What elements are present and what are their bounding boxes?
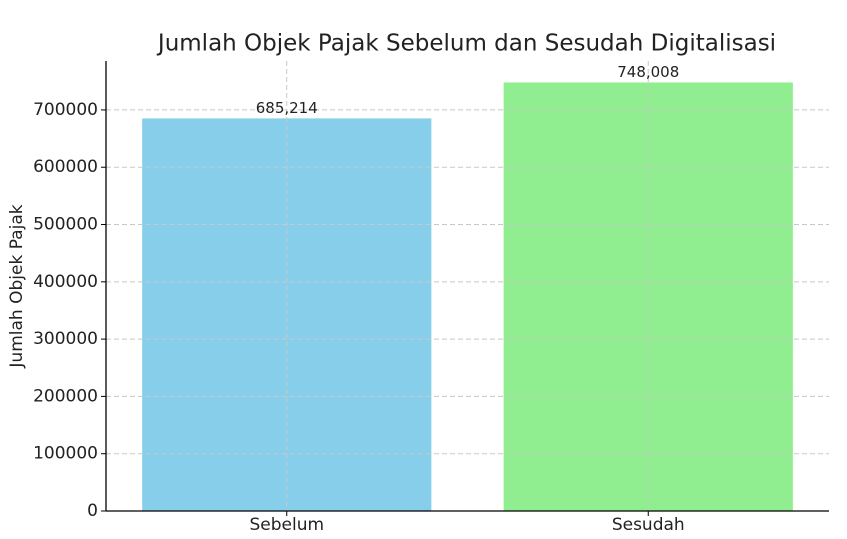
value-label: 748,008 [617, 63, 679, 81]
y-tick-label: 400000 [33, 272, 98, 292]
y-tick-label: 700000 [33, 100, 98, 120]
y-tick-label: 200000 [33, 386, 98, 406]
y-axis-label: Jumlah Objek Pajak [7, 204, 27, 368]
y-tick-label: 300000 [33, 329, 98, 349]
y-tick-label: 600000 [33, 157, 98, 177]
value-label: 685,214 [256, 99, 318, 117]
x-tick-label: Sesudah [612, 515, 685, 535]
chart-title: Jumlah Objek Pajak Sebelum dan Sesudah D… [156, 31, 776, 57]
y-tick-label: 0 [87, 501, 98, 521]
x-tick-label: Sebelum [249, 515, 324, 535]
y-tick-label: 100000 [33, 444, 98, 464]
y-tick-label: 500000 [33, 215, 98, 235]
